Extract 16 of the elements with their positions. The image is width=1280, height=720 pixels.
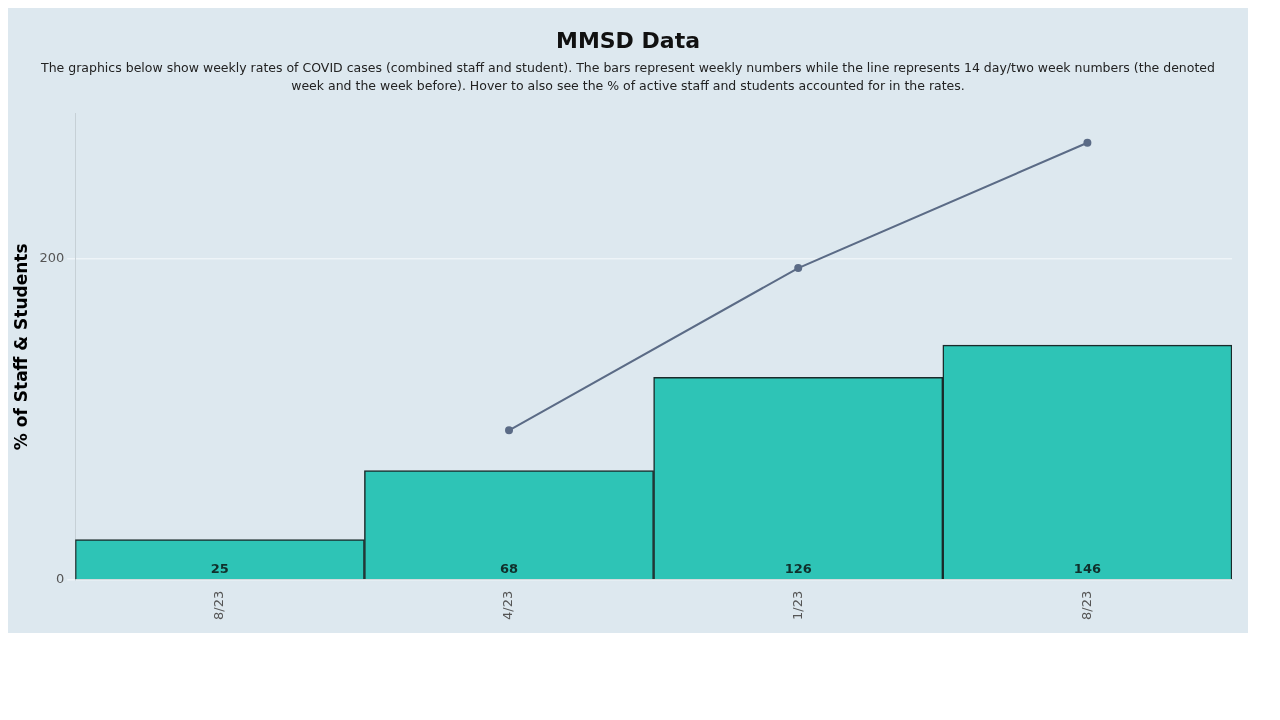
data-label: 146 [1073,560,1101,576]
data-label: 126 [784,560,812,576]
point [1083,138,1092,147]
chart-subtitle: The graphics below show weekly rates of COVID cases (combined staff and student). The bars represent weekly numbers while the line represents 14 day/two week numbers (the denoted week and the week before). Hover to also see the % of active staff and students accounted for in the rates. [40,59,1216,95]
x-tick-label: 4/23 [500,590,516,621]
point [505,426,514,435]
x-tick-label: 1/23 [789,590,805,621]
x-tick-label: 8/23 [1078,590,1094,621]
y-tick-label: 200 [39,249,65,265]
chart-title: MMSD Data [555,28,701,53]
point [794,264,803,273]
x-tick-label: 8/23 [211,590,227,621]
y-axis-title: % of Staff & Students [10,243,31,451]
data-label: 68 [499,560,519,576]
y-tick-label: 0 [55,571,65,587]
data-label: 25 [210,560,229,576]
